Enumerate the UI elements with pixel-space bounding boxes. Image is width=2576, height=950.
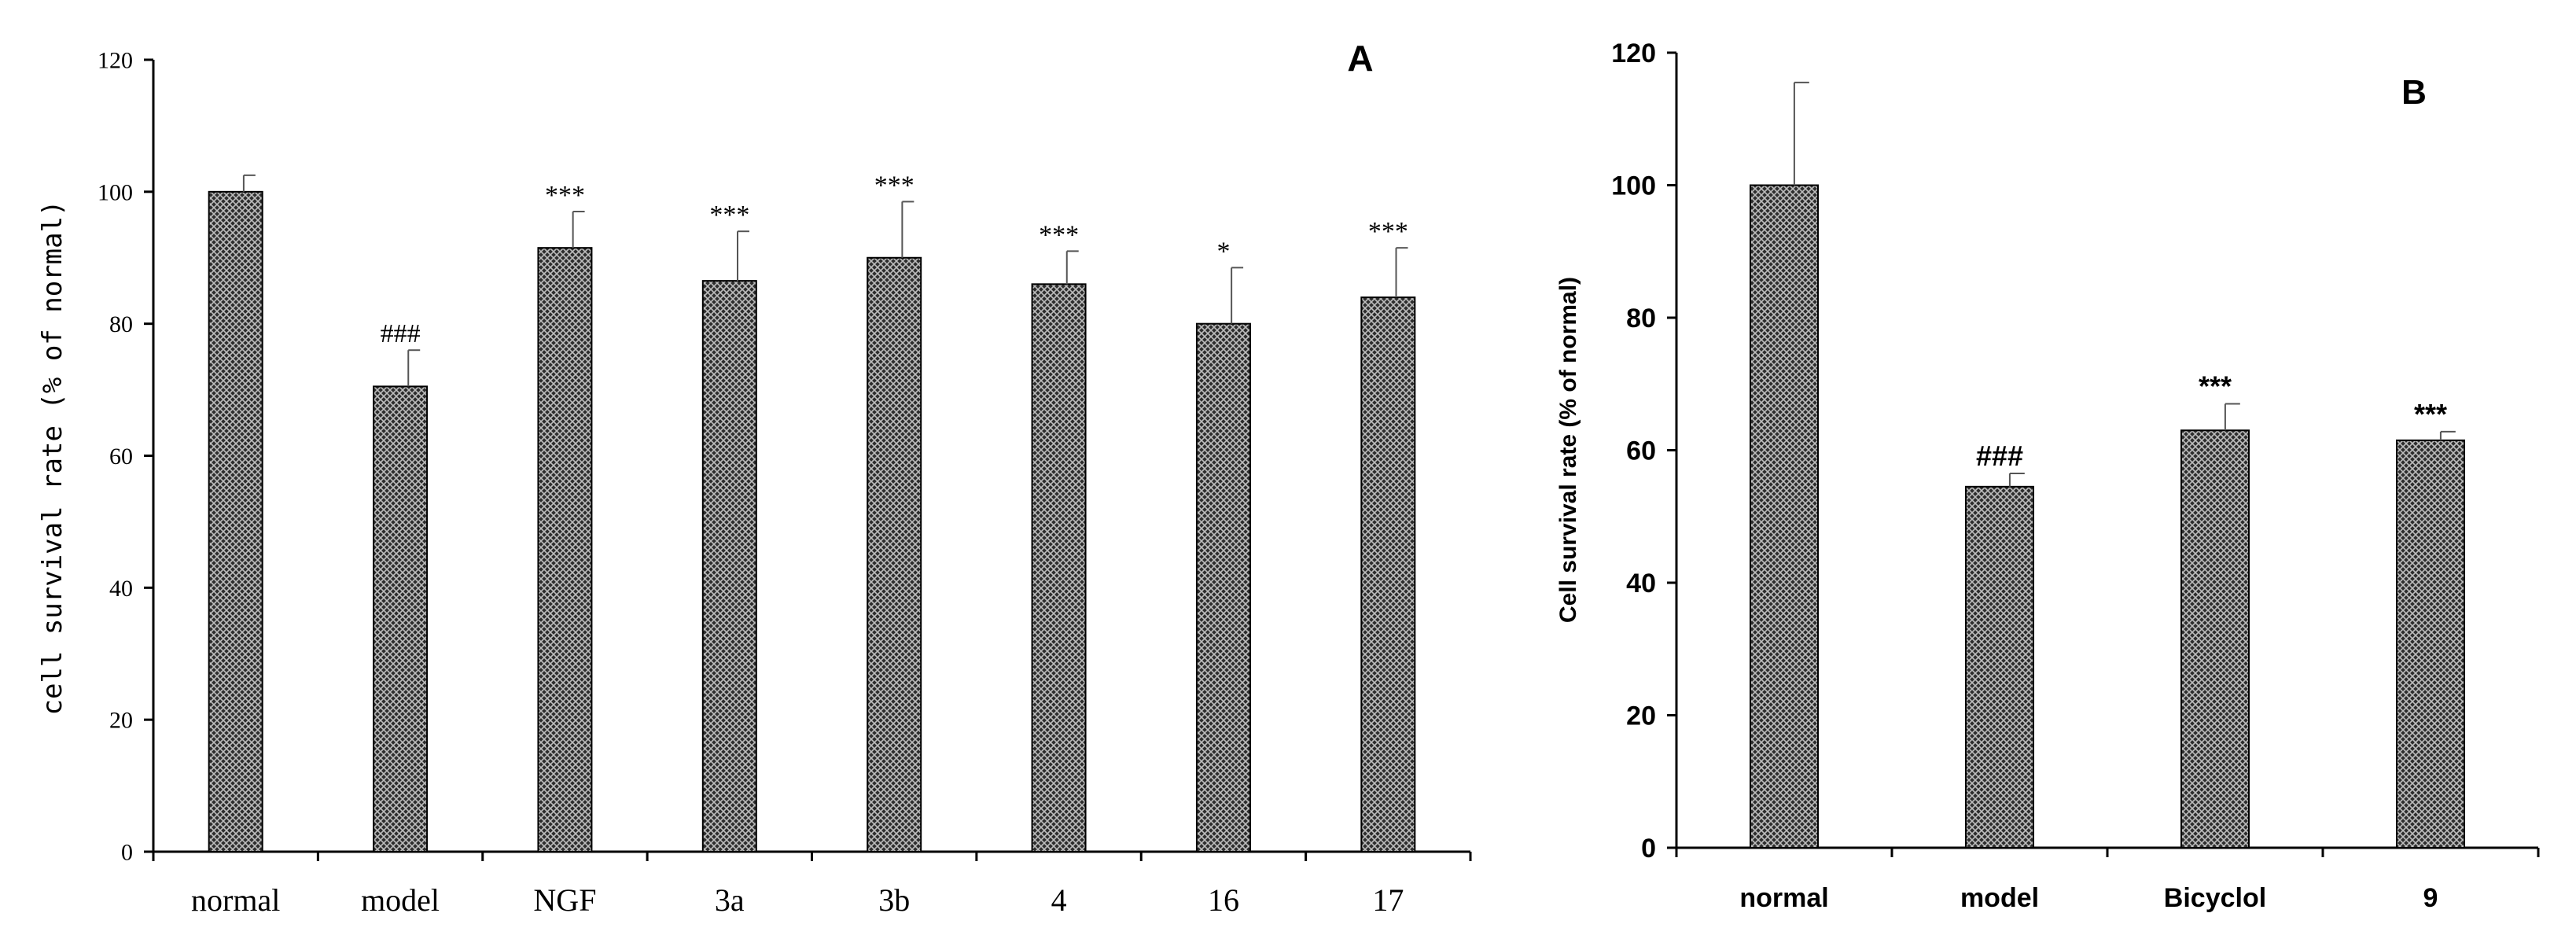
bar (2180, 429, 2250, 849)
category-label: 17 (1372, 882, 1404, 918)
significance-label: *** (545, 181, 585, 210)
y-tick-label: 40 (1626, 569, 1656, 598)
y-tick-label: 0 (121, 840, 133, 866)
chart-panel-a: 0 20 40 60 80 100 120 normal ### model *** NGF *** 3a… (37, 38, 1472, 918)
significance-label: *** (1368, 217, 1408, 246)
significance-label: *** (1039, 220, 1079, 249)
y-tick-label: 40 (109, 576, 133, 602)
y-tick-label: 0 (1641, 834, 1656, 863)
y-tick-label: 20 (1626, 701, 1656, 731)
significance-label: * (1216, 237, 1230, 266)
category-label: model (1960, 883, 2039, 913)
significance-label: *** (2199, 370, 2232, 403)
y-tick-label: 80 (109, 311, 133, 337)
y-tick-label: 60 (1626, 436, 1656, 466)
y-tick-label: 100 (98, 179, 133, 205)
category-label: normal (191, 882, 280, 918)
bar (373, 385, 429, 852)
bar (1965, 485, 2034, 849)
chart-panel-b: 0 20 40 60 80 100 120 normal ### model *** Bicyclol… (1555, 39, 2540, 913)
significance-label: *** (874, 171, 914, 200)
category-label: 9 (2423, 883, 2438, 913)
category-label: normal (1739, 883, 1828, 913)
y-axis-label: cell survival rate (% of normal) (37, 200, 68, 715)
category-label: Bicyclol (2164, 883, 2266, 913)
significance-label: *** (2414, 398, 2447, 430)
bar (1750, 184, 1819, 849)
panel-label: A (1347, 38, 1373, 79)
bar (2396, 439, 2465, 849)
y-tick-label: 80 (1626, 304, 1656, 333)
category-label: model (361, 882, 440, 918)
bar (1031, 283, 1087, 853)
bar (867, 256, 922, 852)
bar (208, 190, 263, 853)
y-axis-label: Cell survival rate (% of normal) (1555, 277, 1581, 623)
significance-label: *** (709, 201, 749, 230)
category-label: 16 (1208, 882, 1239, 918)
y-tick-label: 60 (109, 444, 133, 469)
significance-label: ### (381, 319, 421, 348)
category-label: NGF (533, 882, 596, 918)
y-tick-label: 100 (1611, 171, 1656, 201)
bar (1360, 296, 1416, 853)
category-label: 3b (878, 882, 910, 918)
bar (701, 280, 757, 852)
significance-label: ### (1976, 440, 2023, 472)
y-tick-label: 120 (98, 48, 133, 74)
y-tick-label: 20 (109, 708, 133, 734)
category-label: 3a (715, 882, 745, 918)
bar (537, 247, 593, 853)
y-tick-label: 120 (1611, 39, 1656, 68)
bar (1195, 322, 1251, 852)
category-label: 4 (1051, 882, 1067, 918)
panel-label: B (2401, 73, 2427, 112)
